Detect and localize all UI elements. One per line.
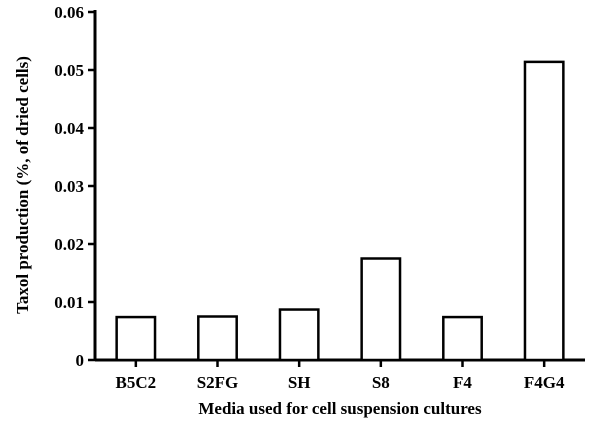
y-axis-title: Taxol production (%, of dried cells): [13, 56, 32, 314]
x-ticks: B5C2 S2FG SH S8 F4 F4G4: [116, 360, 565, 392]
bar-s2fg: [197, 315, 238, 362]
y-tick-label: 0: [76, 351, 85, 370]
y-tick-label: 0.06: [54, 3, 84, 22]
bar-s8: [360, 257, 402, 362]
y-tick-label: 0.04: [54, 119, 84, 138]
x-tick-label: F4: [453, 373, 472, 392]
bars: [115, 60, 565, 362]
bar-b5c2: [115, 315, 157, 362]
x-tick-label: S8: [372, 373, 390, 392]
x-axis-title: Media used for cell suspension cultures: [198, 399, 482, 418]
y-tick-label: 0.03: [54, 177, 84, 196]
bar-f4g4: [523, 60, 565, 362]
x-tick-label: F4G4: [524, 373, 565, 392]
y-tick-label: 0.05: [54, 61, 84, 80]
bar-f4: [442, 315, 483, 362]
y-ticks: 0 0.01 0.02 0.03 0.04 0.05 0.06: [54, 3, 95, 370]
x-tick-label: SH: [288, 373, 311, 392]
y-tick-label: 0.01: [54, 293, 84, 312]
y-tick-label: 0.02: [54, 235, 84, 254]
x-tick-label: B5C2: [116, 373, 157, 392]
x-tick-label: S2FG: [197, 373, 239, 392]
bar-sh: [278, 308, 320, 362]
